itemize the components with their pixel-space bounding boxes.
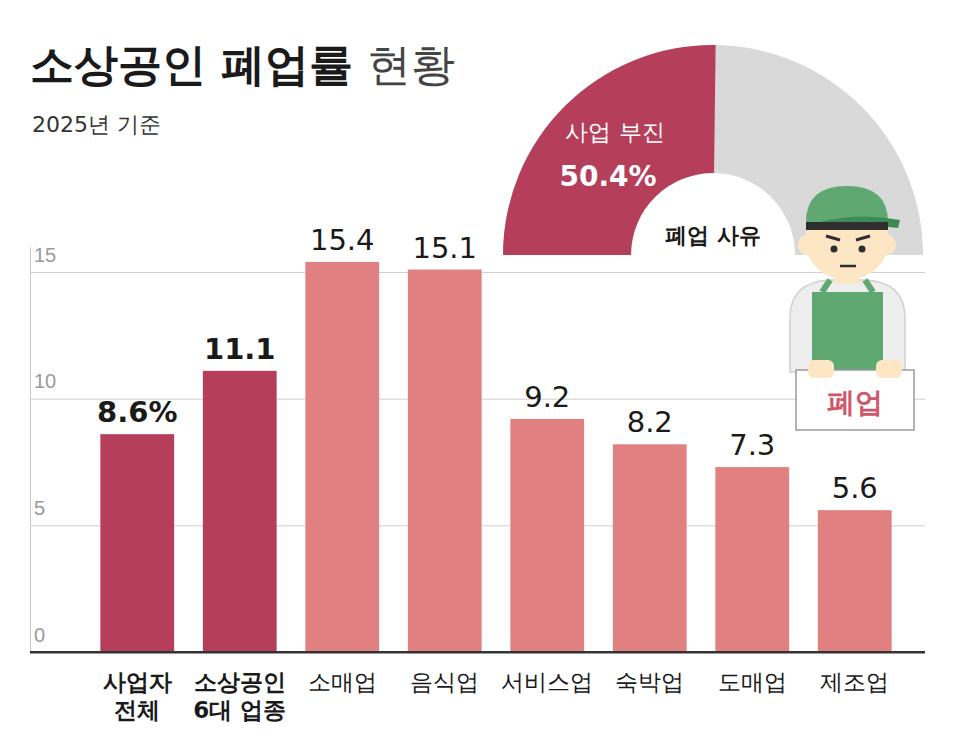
data-label: 8.6%: [97, 395, 177, 429]
bar: [203, 371, 277, 652]
data-labels: 8.6% 11.1 15.4 15.1 9.2 8.2 7.3 5.6: [97, 223, 878, 505]
data-label: 15.1: [412, 231, 477, 265]
grid-line: [30, 652, 925, 654]
sign: [796, 370, 914, 430]
x-tick-label: 도매업: [718, 669, 787, 695]
y-axis: 0 5 10 15: [30, 244, 925, 653]
gauge: [503, 45, 923, 255]
data-label: 11.1: [204, 332, 276, 366]
sign-label: 폐업: [827, 386, 883, 419]
bar: [715, 467, 789, 652]
x-tick-label: 숙박업: [615, 669, 684, 695]
x-tick-label: 제조업: [820, 669, 889, 695]
bars: [100, 262, 891, 652]
y-tick-label: 0: [34, 624, 45, 646]
illustration: 폐업: [790, 186, 914, 430]
bar: [818, 510, 892, 652]
bar: [408, 270, 482, 652]
apron-strap: [865, 280, 873, 292]
bar: [100, 434, 174, 652]
chart: 소상공인 폐업률 현황 2025년 기준 0 5 10 15 8.6% 11.1 15.4 15.…: [0, 0, 966, 744]
apron-strap: [822, 280, 830, 292]
bar: [613, 444, 687, 652]
y-tick-label: 10: [34, 370, 56, 392]
baseline: [30, 651, 925, 653]
brow: [856, 236, 870, 240]
x-tick-label: 서비스업: [501, 669, 593, 695]
y-axis-line: [30, 247, 31, 652]
data-label: 9.2: [524, 380, 570, 414]
data-label: 7.3: [729, 428, 775, 462]
y-tick-label: 5: [34, 497, 45, 519]
gauge-title: 폐업 사유: [665, 223, 761, 248]
y-tick: 15: [30, 244, 925, 273]
data-label: 5.6: [832, 471, 878, 505]
bar: [305, 262, 379, 652]
data-label: 8.2: [627, 405, 673, 439]
subtitle: 2025년 기준: [32, 112, 161, 137]
gauge-track: [503, 45, 923, 255]
x-tick-label: 사업자전체: [103, 669, 172, 723]
shirt: [790, 280, 905, 372]
eye: [859, 246, 866, 253]
x-tick-label: 소상공인6대 업종: [193, 669, 286, 723]
hand: [808, 360, 834, 378]
brow: [826, 236, 840, 240]
x-tick-label: 음식업: [410, 669, 479, 695]
gauge-category: 사업 부진: [565, 119, 664, 145]
data-label: 15.4: [310, 223, 375, 257]
eye: [831, 246, 838, 253]
x-tick-label: 소매업: [308, 669, 377, 695]
y-tick-label: 15: [34, 244, 56, 266]
gauge-value: 50.4%: [559, 160, 656, 193]
bar: [510, 419, 584, 652]
hand: [876, 360, 902, 378]
title: 소상공인 폐업률 현황: [30, 39, 455, 90]
cap: [806, 186, 888, 222]
x-axis: 사업자전체 소상공인6대 업종 소매업 음식업 서비스업 숙박업 도매업 제조업: [103, 669, 890, 723]
hair: [806, 222, 888, 230]
mouth: [840, 265, 856, 268]
